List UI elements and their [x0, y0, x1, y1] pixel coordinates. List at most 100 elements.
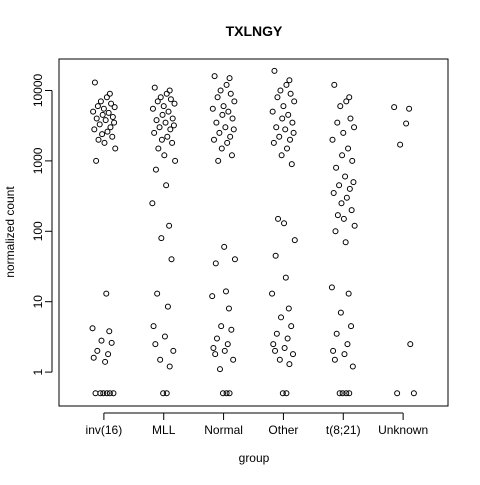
point	[91, 79, 98, 86]
point	[217, 87, 224, 94]
point	[91, 126, 98, 133]
point	[276, 356, 283, 363]
point	[291, 237, 298, 244]
point	[224, 139, 231, 146]
point	[214, 94, 221, 101]
point	[218, 323, 225, 330]
point	[289, 119, 296, 126]
point	[163, 90, 170, 97]
point	[110, 390, 117, 397]
x-tick-label: Normal	[204, 423, 243, 437]
point	[104, 128, 111, 135]
point	[159, 111, 166, 118]
point	[93, 157, 100, 164]
point	[337, 309, 344, 316]
point	[99, 111, 106, 118]
point	[96, 121, 103, 128]
point	[279, 390, 286, 397]
point	[339, 152, 346, 159]
point	[93, 115, 100, 122]
point	[151, 129, 158, 136]
point	[167, 96, 174, 103]
point	[99, 131, 106, 138]
point	[225, 305, 232, 312]
point	[283, 81, 290, 88]
y-tick-label: 10000	[31, 73, 45, 107]
point	[230, 126, 237, 133]
point	[332, 228, 339, 235]
point	[351, 222, 358, 229]
point	[212, 351, 219, 358]
point	[103, 290, 110, 297]
point	[219, 390, 226, 397]
point	[273, 124, 280, 131]
point	[287, 90, 294, 97]
point	[216, 366, 223, 373]
y-tick-label: 1	[31, 368, 45, 375]
point	[287, 136, 294, 143]
point	[291, 98, 298, 105]
point	[340, 129, 347, 136]
point	[102, 358, 109, 365]
point	[347, 115, 354, 122]
point	[281, 220, 288, 227]
point	[222, 124, 229, 131]
point	[342, 173, 349, 180]
point	[282, 274, 289, 281]
point	[170, 122, 177, 129]
point	[275, 215, 282, 222]
point	[344, 341, 351, 348]
point	[338, 200, 345, 207]
point	[101, 139, 108, 146]
point	[94, 347, 101, 354]
point	[290, 129, 297, 136]
point	[108, 100, 115, 107]
point	[224, 341, 231, 348]
point	[212, 260, 219, 267]
point	[284, 145, 291, 152]
point	[328, 284, 335, 291]
point	[211, 136, 218, 143]
point	[410, 390, 417, 397]
point	[346, 94, 353, 101]
point	[165, 108, 172, 115]
point	[166, 363, 173, 370]
point	[109, 133, 116, 140]
point	[346, 390, 353, 397]
point	[278, 152, 285, 159]
point	[223, 81, 230, 88]
point	[160, 390, 167, 397]
point	[341, 351, 348, 358]
point	[210, 344, 217, 351]
point	[112, 145, 119, 152]
point	[164, 303, 171, 310]
point	[350, 179, 357, 186]
point	[169, 115, 176, 122]
point	[343, 390, 350, 397]
point	[158, 235, 165, 242]
point	[209, 293, 216, 300]
point	[230, 356, 237, 363]
chart-title: TXLNGY	[226, 23, 283, 39]
point	[330, 189, 337, 196]
point	[407, 341, 414, 348]
point	[213, 335, 220, 342]
point	[171, 100, 178, 107]
point	[286, 361, 293, 368]
point	[105, 351, 112, 358]
point	[151, 84, 158, 91]
point	[152, 341, 159, 348]
point	[333, 164, 340, 171]
point	[285, 305, 292, 312]
point	[334, 212, 341, 219]
point	[346, 185, 353, 192]
point	[172, 157, 179, 164]
point	[215, 157, 222, 164]
point	[272, 252, 279, 259]
x-tick-label: t(8;21)	[326, 423, 361, 437]
point	[222, 288, 229, 295]
point	[270, 341, 277, 348]
point	[331, 356, 338, 363]
point	[108, 339, 115, 346]
point	[270, 139, 277, 146]
